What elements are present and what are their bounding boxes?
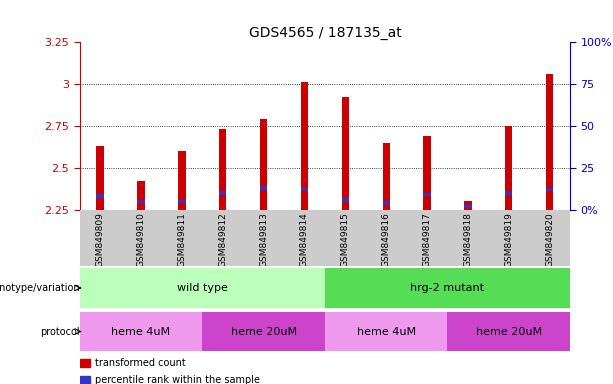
- Bar: [260, 186, 267, 190]
- Bar: [137, 200, 145, 203]
- Text: heme 20uM: heme 20uM: [476, 326, 542, 336]
- Bar: [383, 201, 390, 205]
- Bar: [325, 312, 447, 351]
- Bar: [80, 312, 202, 351]
- Text: GSM849820: GSM849820: [545, 213, 554, 267]
- Text: heme 20uM: heme 20uM: [230, 326, 297, 336]
- Text: GSM849810: GSM849810: [137, 213, 145, 267]
- Text: GSM849817: GSM849817: [422, 213, 432, 267]
- Bar: [202, 312, 325, 351]
- Bar: [424, 136, 431, 210]
- Bar: [546, 188, 554, 192]
- Text: GSM849813: GSM849813: [259, 213, 268, 267]
- Bar: [341, 98, 349, 210]
- Bar: [80, 359, 91, 367]
- Bar: [341, 198, 349, 202]
- Bar: [96, 194, 104, 198]
- Text: percentile rank within the sample: percentile rank within the sample: [94, 375, 260, 384]
- Text: GSM849818: GSM849818: [463, 213, 473, 267]
- Bar: [301, 82, 308, 210]
- Text: hrg-2 mutant: hrg-2 mutant: [411, 283, 484, 293]
- Text: GSM849815: GSM849815: [341, 213, 350, 267]
- Text: heme 4uM: heme 4uM: [357, 326, 416, 336]
- Bar: [505, 191, 512, 195]
- Text: transformed count: transformed count: [94, 358, 186, 368]
- Text: GSM849814: GSM849814: [300, 213, 309, 267]
- Bar: [546, 74, 554, 210]
- Text: GSM849812: GSM849812: [218, 213, 227, 267]
- Bar: [96, 146, 104, 210]
- Bar: [383, 142, 390, 210]
- Text: protocol: protocol: [40, 326, 80, 336]
- Bar: [260, 119, 267, 210]
- Text: GSM849819: GSM849819: [504, 213, 513, 267]
- Bar: [178, 151, 186, 210]
- Bar: [80, 268, 325, 308]
- Text: GSM849811: GSM849811: [177, 213, 186, 267]
- Text: genotype/variation: genotype/variation: [0, 283, 80, 293]
- Bar: [219, 129, 226, 210]
- Bar: [464, 205, 471, 208]
- Text: heme 4uM: heme 4uM: [112, 326, 170, 336]
- Text: wild type: wild type: [177, 283, 227, 293]
- Bar: [325, 268, 570, 308]
- Text: GSM849809: GSM849809: [96, 213, 105, 267]
- Title: GDS4565 / 187135_at: GDS4565 / 187135_at: [248, 26, 402, 40]
- Text: GSM849816: GSM849816: [382, 213, 390, 267]
- Bar: [301, 188, 308, 192]
- Bar: [178, 200, 186, 203]
- Bar: [424, 193, 431, 197]
- Bar: [219, 191, 226, 195]
- Bar: [80, 376, 91, 384]
- Bar: [137, 181, 145, 210]
- Bar: [447, 312, 570, 351]
- Bar: [505, 126, 512, 210]
- Bar: [464, 201, 471, 210]
